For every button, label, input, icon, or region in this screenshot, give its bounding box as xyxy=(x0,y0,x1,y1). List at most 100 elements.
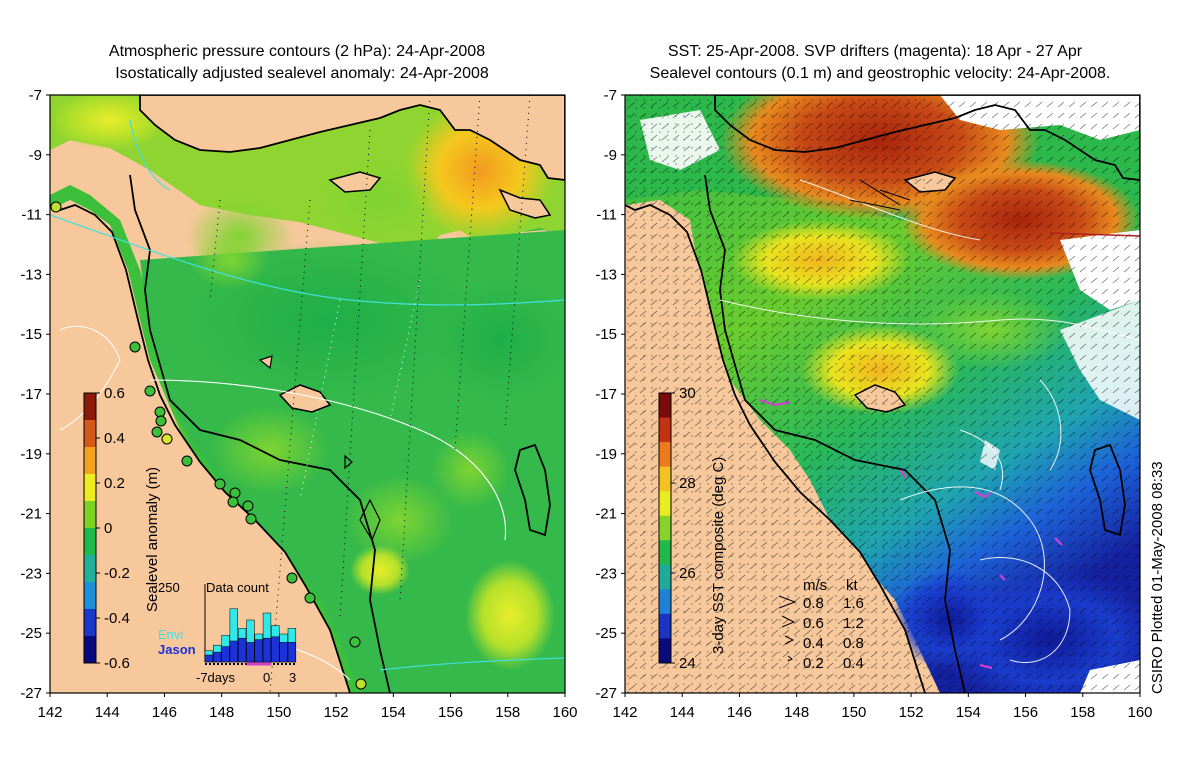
data-count-max: 250 xyxy=(158,580,180,595)
velocity-ms-value: 0.4 xyxy=(803,635,824,652)
histogram-bar-jason xyxy=(246,642,255,663)
lon-tick-label: 158 xyxy=(495,704,520,721)
velocity-kt-value: 0.8 xyxy=(843,635,864,652)
lat-tick-label: -19 xyxy=(595,446,617,463)
velocity-legend-arrows xyxy=(778,595,797,662)
colorbar-tick-label: 0.4 xyxy=(104,430,125,447)
lon-tick-label: 142 xyxy=(37,704,62,721)
lon-tick-label: 148 xyxy=(209,704,234,721)
colorbar-tick-label: 24 xyxy=(679,655,696,672)
colorbar-segment xyxy=(659,442,671,468)
lat-tick-label: -9 xyxy=(29,147,42,164)
left-australia xyxy=(50,205,350,693)
lon-tick-label: 150 xyxy=(266,704,291,721)
colorbar-segment xyxy=(659,564,671,590)
velocity-header-kt: kt xyxy=(846,577,859,594)
lat-tick-label: -19 xyxy=(20,446,42,463)
pressure-contour-cyan-1 xyxy=(50,214,565,306)
left-title-line2: Isostatically adjusted sealevel anomaly:… xyxy=(115,65,489,82)
lon-tick-label: 144 xyxy=(95,704,120,721)
colorbar-segment xyxy=(659,393,671,419)
colorbar-tick-label: -0.4 xyxy=(104,610,130,627)
legend-envi: Envi xyxy=(158,627,183,642)
histogram-bar-jason xyxy=(237,637,247,663)
right-colorbar: 30 28 26 24 3-day SST composite (deg C) xyxy=(658,385,727,672)
colorbar-segment xyxy=(84,393,96,421)
lat-tick-label: -11 xyxy=(21,207,42,224)
lon-tick-label: 152 xyxy=(899,704,924,721)
colorbar-label: 3-day SST composite (deg C) xyxy=(710,457,727,654)
left-colorbar: 0.6 0.4 0.2 0 -0.2 -0.4 -0.6 Sealevel anomaly (… xyxy=(83,385,161,672)
velocity-ms-value: 0.2 xyxy=(803,655,824,672)
lon-tick-label: 146 xyxy=(152,704,177,721)
colorbar-tick-label: 30 xyxy=(679,385,696,402)
left-png xyxy=(139,95,565,181)
right-title-line1: SST: 25-Apr-2008. SVP drifters (magenta)… xyxy=(667,43,1083,60)
right-axes-ticks: -7 -9 -11 -13 -15 -17 -19 -21 -23 -25 -27 142 144 146… xyxy=(595,87,1152,721)
lon-tick-label: 142 xyxy=(612,704,637,721)
right-title-line2: Sealevel contours (0.1 m) and geostrophi… xyxy=(649,65,1111,82)
colorbar-tick-label: 0.2 xyxy=(104,475,125,492)
histogram-bar-jason xyxy=(262,637,272,663)
lon-tick-label: 146 xyxy=(727,704,752,721)
svp-drifters xyxy=(759,398,1063,670)
histogram-bar-jason xyxy=(254,639,263,663)
velocity-kt-value: 1.6 xyxy=(843,595,864,612)
colorbar-segment xyxy=(84,528,96,556)
colorbar-segment xyxy=(84,609,96,637)
velocity-ms-value: 0.8 xyxy=(803,595,824,612)
velocity-header-ms: m/s xyxy=(803,577,827,594)
lat-tick-label: -23 xyxy=(595,565,617,582)
velocity-kt-value: 0.4 xyxy=(843,655,864,672)
velocity-legend: m/s kt 0.8 1.6 0.6 1.2 0.4 0.8 0.2 0.4 xyxy=(803,577,864,672)
lat-tick-label: -15 xyxy=(595,326,617,343)
colorbar-segment xyxy=(659,540,671,566)
histogram-bar-jason xyxy=(213,651,222,663)
lat-tick-label: -11 xyxy=(596,207,617,224)
histogram-label-zero: 0 xyxy=(263,670,270,685)
lat-tick-label: -17 xyxy=(595,386,617,403)
colorbar-segment xyxy=(84,474,96,502)
colorbar-segment xyxy=(659,466,671,492)
lon-tick-label: 152 xyxy=(324,704,349,721)
plot-credit: CSIRO Plotted 01-May-2008 08:33 xyxy=(1149,461,1166,694)
lat-tick-label: -25 xyxy=(595,625,617,642)
tide-gauge-stations xyxy=(50,201,367,690)
lon-tick-label: 160 xyxy=(552,704,577,721)
lat-tick-label: -13 xyxy=(595,266,617,283)
colorbar-tick-label: -0.2 xyxy=(104,565,130,582)
colorbar-segment xyxy=(659,589,671,615)
lon-tick-label: 160 xyxy=(1127,704,1152,721)
colorbar-label: Sealevel anomaly (m) xyxy=(144,467,161,612)
histogram-bar-jason xyxy=(229,640,238,663)
colorbar-frame xyxy=(658,392,672,664)
lon-tick-label: 156 xyxy=(438,704,463,721)
colorbar-segment xyxy=(84,582,96,610)
colorbar-segment xyxy=(659,417,671,443)
legend-jason: Jason xyxy=(158,642,196,657)
colorbar-tick-label: 0.6 xyxy=(104,385,125,402)
lat-tick-label: -15 xyxy=(20,326,42,343)
lon-tick-label: 144 xyxy=(670,704,695,721)
lat-tick-label: -17 xyxy=(20,386,42,403)
lat-tick-label: -7 xyxy=(604,87,617,104)
lon-tick-label: 148 xyxy=(784,704,809,721)
colorbar-segment xyxy=(84,555,96,583)
lon-tick-label: 154 xyxy=(956,704,981,721)
colorbar-tick-label: 26 xyxy=(679,565,696,582)
lat-tick-label: -13 xyxy=(20,266,42,283)
data-count-title: Data count xyxy=(206,580,269,595)
histogram-label-start: -7days xyxy=(196,670,236,685)
colorbar-segment xyxy=(84,447,96,475)
colorbar-tick-label: 0 xyxy=(104,520,112,537)
lat-tick-label: -21 xyxy=(595,506,617,523)
lat-tick-label: -27 xyxy=(595,685,617,702)
sealevel-contours xyxy=(719,179,1140,664)
colorbar-segment xyxy=(84,636,96,664)
lat-tick-label: -7 xyxy=(29,87,42,104)
colorbar-segment xyxy=(84,501,96,529)
left-axes-ticks: -7 -9 -11 -13 -15 -17 -19 -21 -23 -25 -27 142 144 146… xyxy=(20,87,577,721)
histogram-bar-jason xyxy=(287,642,297,663)
lat-tick-label: -9 xyxy=(604,147,617,164)
